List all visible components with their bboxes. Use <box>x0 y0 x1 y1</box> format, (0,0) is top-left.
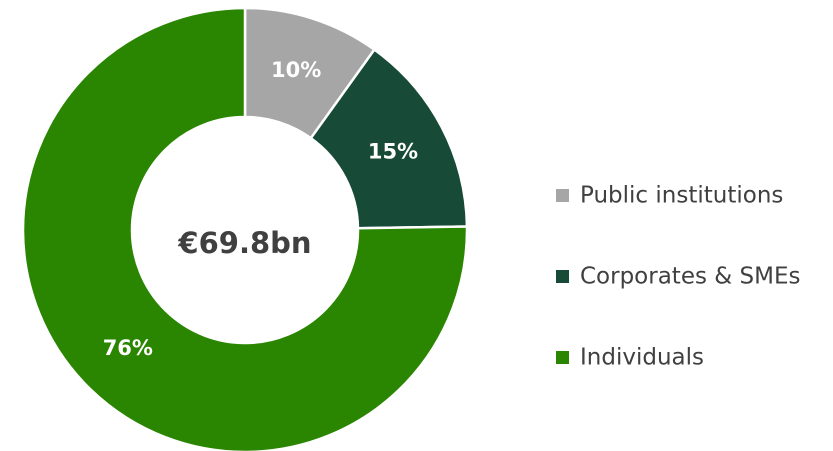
legend-label: Corporates & SMEs <box>580 264 800 290</box>
slice-label: 76% <box>103 336 153 360</box>
center-label: €69.8bn <box>177 226 311 260</box>
slice <box>309 47 469 230</box>
legend-label: Public institutions <box>580 183 783 209</box>
slice <box>21 6 469 451</box>
slice-label: 10% <box>271 58 321 82</box>
legend-swatch <box>556 351 569 364</box>
slice-label: 15% <box>368 140 418 164</box>
legend-swatch <box>556 189 569 202</box>
legend-swatch <box>556 270 569 283</box>
legend-label: Individuals <box>580 345 704 371</box>
